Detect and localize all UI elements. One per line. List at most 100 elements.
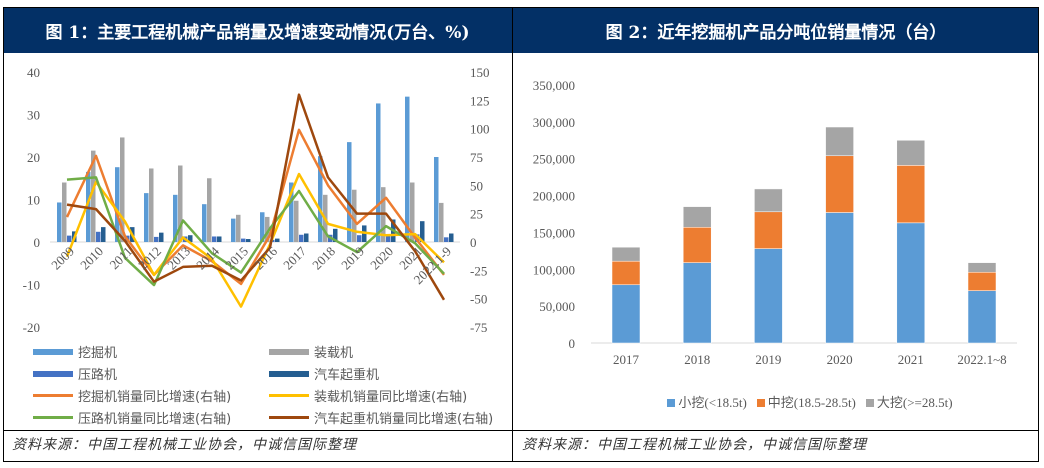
right-axis-tick: 150: [470, 65, 490, 80]
right-axis-tick: 75: [470, 150, 483, 165]
legend-label: 挖掘机销量同比增速(右轴): [78, 390, 232, 405]
legend-swatch: [269, 394, 309, 397]
legend-swatch: [33, 370, 73, 377]
bar-压路机: [96, 231, 101, 242]
y-axis-tick: 250,000: [533, 152, 575, 167]
legend-item: 汽车起重机: [269, 364, 379, 383]
bar-压路机: [154, 236, 159, 242]
left-axis-tick: 20: [27, 150, 40, 165]
bar-装载机: [352, 189, 357, 242]
legend-swatch: [33, 348, 73, 355]
left-chart-title: 图 1：主要工程机械产品销量及增速变动情况(万台、%): [3, 7, 512, 53]
left-axis-tick: 0: [34, 235, 41, 250]
legend-label: 压路机销量同比增速(右轴): [78, 412, 232, 427]
stacked-bar-小挖(<18.5t): [754, 248, 783, 344]
line-挖掘机销量同比增速(右轴): [65, 128, 445, 286]
legend-item: 汽车起重机销量同比增速(右轴): [269, 408, 493, 427]
stacked-bar-大挖(>=28.5t): [896, 140, 926, 166]
bar-挖掘机: [376, 103, 381, 242]
y-axis-tick: 50,000: [539, 299, 575, 314]
bar-压路机: [444, 237, 449, 242]
legend-item: 装载机销量同比增速(右轴): [269, 386, 467, 405]
legend-item: 挖掘机销量同比增速(右轴): [33, 386, 231, 405]
bar-装载机: [62, 182, 67, 242]
bar-挖掘机: [405, 96, 410, 243]
left-axis-tick: 10: [27, 193, 40, 208]
legend-label: 压路机: [78, 368, 118, 383]
bar-压路机: [386, 235, 391, 242]
panel-divider: [512, 7, 513, 462]
legend-item: 装载机: [269, 342, 353, 361]
bar-汽车起重机: [246, 239, 251, 242]
right-axis-tick: 50: [470, 178, 483, 193]
left-axis-tick: 30: [27, 108, 40, 123]
y-axis-tick: 350,000: [533, 78, 575, 93]
stacked-bar-小挖(<18.5t): [967, 290, 997, 344]
legend-swatch: [269, 416, 309, 419]
stacked-bar-中挖(18.5-28.5t): [754, 211, 783, 249]
right-source-note: 资料来源：中国工程机械工业协会，中诚信国际整理: [522, 437, 867, 453]
right-axis-tick: 0: [470, 235, 477, 250]
bar-汽车起重机: [101, 227, 106, 242]
right-axis-tick: 100: [470, 122, 490, 137]
x-axis-tick: 2016: [251, 243, 280, 272]
left-axis-tick: -10: [23, 278, 40, 293]
bar-压路机: [241, 238, 246, 242]
legend-swatch: [269, 370, 309, 377]
stacked-bar-大挖(>=28.5t): [611, 246, 641, 262]
x-axis-tick: 2015: [222, 244, 251, 273]
y-axis-tick: 100,000: [533, 262, 575, 277]
bar-汽车起重机: [275, 238, 280, 242]
right-axis-tick: -25: [470, 263, 487, 278]
legend-label: 汽车起重机: [314, 368, 380, 383]
bar-装载机: [120, 137, 125, 242]
bar-装载机: [439, 202, 444, 242]
x-axis-tick: 2018: [684, 352, 710, 367]
x-axis-tick: 2017: [280, 243, 309, 272]
stacked-bar-大挖(>=28.5t): [754, 188, 783, 213]
x-axis-tick: 2010: [77, 244, 106, 273]
y-axis-tick: 0: [569, 336, 576, 351]
bar-压路机: [212, 236, 217, 242]
left-source-note: 资料来源：中国工程机械工业协会，中诚信国际整理: [12, 437, 357, 453]
right-chart-title: 图 2：近年挖掘机产品分吨位销量情况（台）: [513, 7, 1039, 53]
bar-装载机: [294, 200, 299, 242]
stacked-bar-小挖(<18.5t): [896, 222, 926, 344]
legend-label: 汽车起重机销量同比增速(右轴): [314, 412, 494, 427]
stacked-bar-大挖(>=28.5t): [825, 126, 854, 157]
y-axis-tick: 150,000: [533, 225, 575, 240]
left-axis-tick: 40: [27, 65, 40, 80]
bar-压路机: [357, 235, 362, 242]
bar-汽车起重机: [333, 228, 338, 242]
line-装载机销量同比增速(右轴): [65, 172, 445, 308]
legend-label: 装载机: [314, 346, 354, 361]
bar-压路机: [67, 235, 72, 242]
bar-挖掘机: [202, 204, 207, 242]
legend-label: 中挖(18.5-28.5t): [767, 395, 856, 410]
bar-挖掘机: [173, 194, 178, 242]
legend-label: 大挖(>=28.5t): [876, 395, 953, 410]
bar-挖掘机: [57, 202, 62, 242]
bar-装载机: [410, 182, 415, 242]
bar-挖掘机: [434, 157, 439, 242]
right-axis-tick: 25: [470, 207, 483, 222]
stacked-bar-小挖(<18.5t): [611, 284, 641, 344]
legend-item: 挖掘机: [33, 342, 117, 361]
bar-挖掘机: [231, 218, 236, 242]
stacked-bar-中挖(18.5-28.5t): [611, 260, 641, 286]
x-axis-tick: 2021: [898, 352, 924, 367]
bar-挖掘机: [289, 182, 294, 242]
right-chart-legend: 小挖(<18.5t) 中挖(18.5-28.5t) 大挖(>=28.5t): [620, 392, 1000, 411]
legend-label: 小挖(<18.5t): [678, 395, 747, 410]
legend-swatch: [865, 399, 874, 407]
x-axis-tick: 2017: [613, 352, 640, 367]
bar-装载机: [207, 178, 212, 242]
y-axis-tick: 200,000: [533, 189, 575, 204]
x-axis-tick: 2009: [48, 244, 77, 273]
bar-汽车起重机: [159, 232, 164, 242]
x-axis-tick: 2022.1~8: [957, 352, 1006, 367]
stacked-bar-中挖(18.5-28.5t): [825, 155, 854, 213]
x-axis-tick: 2019: [755, 352, 781, 367]
legend-swatch: [33, 394, 73, 397]
